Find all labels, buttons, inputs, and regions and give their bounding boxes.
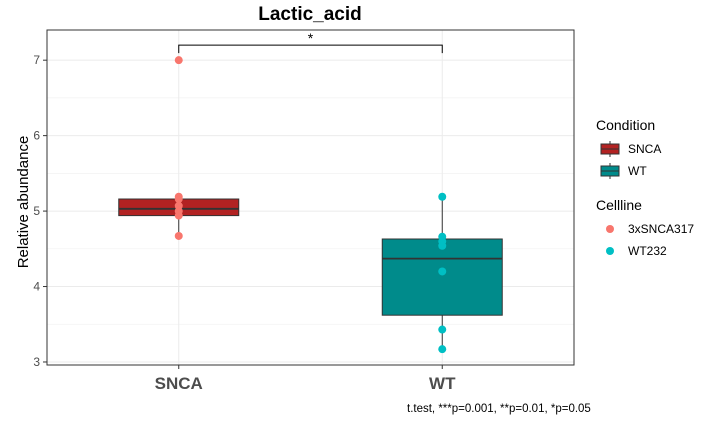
legend-title: Cellline — [596, 197, 642, 213]
y-axis-title: Relative abundance — [15, 136, 32, 269]
data-point — [174, 231, 183, 240]
data-point — [174, 56, 183, 65]
legend-key-point — [606, 225, 614, 233]
legend-title: Condition — [596, 117, 655, 133]
significance-label: * — [308, 30, 314, 46]
legend-key-point — [606, 247, 614, 255]
plot-panel: * 3 4 5 6 7 SNCA WT — [33, 29, 575, 393]
data-point — [438, 325, 447, 334]
panel-border — [46, 29, 575, 366]
legend-label: SNCA — [628, 142, 661, 156]
box-wt — [381, 238, 503, 316]
y-tick-label: 5 — [33, 204, 40, 218]
test-caption: t.test, ***p=0.001, **p=0.01, *p=0.05 — [407, 403, 591, 415]
legend-label: WT232 — [628, 244, 667, 258]
x-tick-label: WT — [429, 374, 456, 393]
y-tick-label: 4 — [33, 280, 40, 294]
x-tick-label: SNCA — [155, 374, 203, 393]
legend: Condition SNCA WT Cellline 3xSNCA317 WT232 — [596, 117, 694, 258]
y-tick-label: 6 — [33, 129, 40, 143]
data-point — [438, 241, 447, 250]
legend-label: WT — [628, 164, 647, 178]
legend-label: 3xSNCA317 — [628, 222, 694, 236]
y-tick-label: 7 — [33, 53, 40, 67]
chart-title: Lactic_acid — [258, 4, 362, 25]
data-point — [438, 267, 447, 276]
data-point — [438, 192, 447, 201]
y-tick-label: 3 — [33, 355, 40, 369]
data-point — [174, 195, 183, 204]
data-point — [438, 345, 447, 354]
data-point — [174, 211, 183, 220]
significance-bracket — [178, 44, 443, 54]
